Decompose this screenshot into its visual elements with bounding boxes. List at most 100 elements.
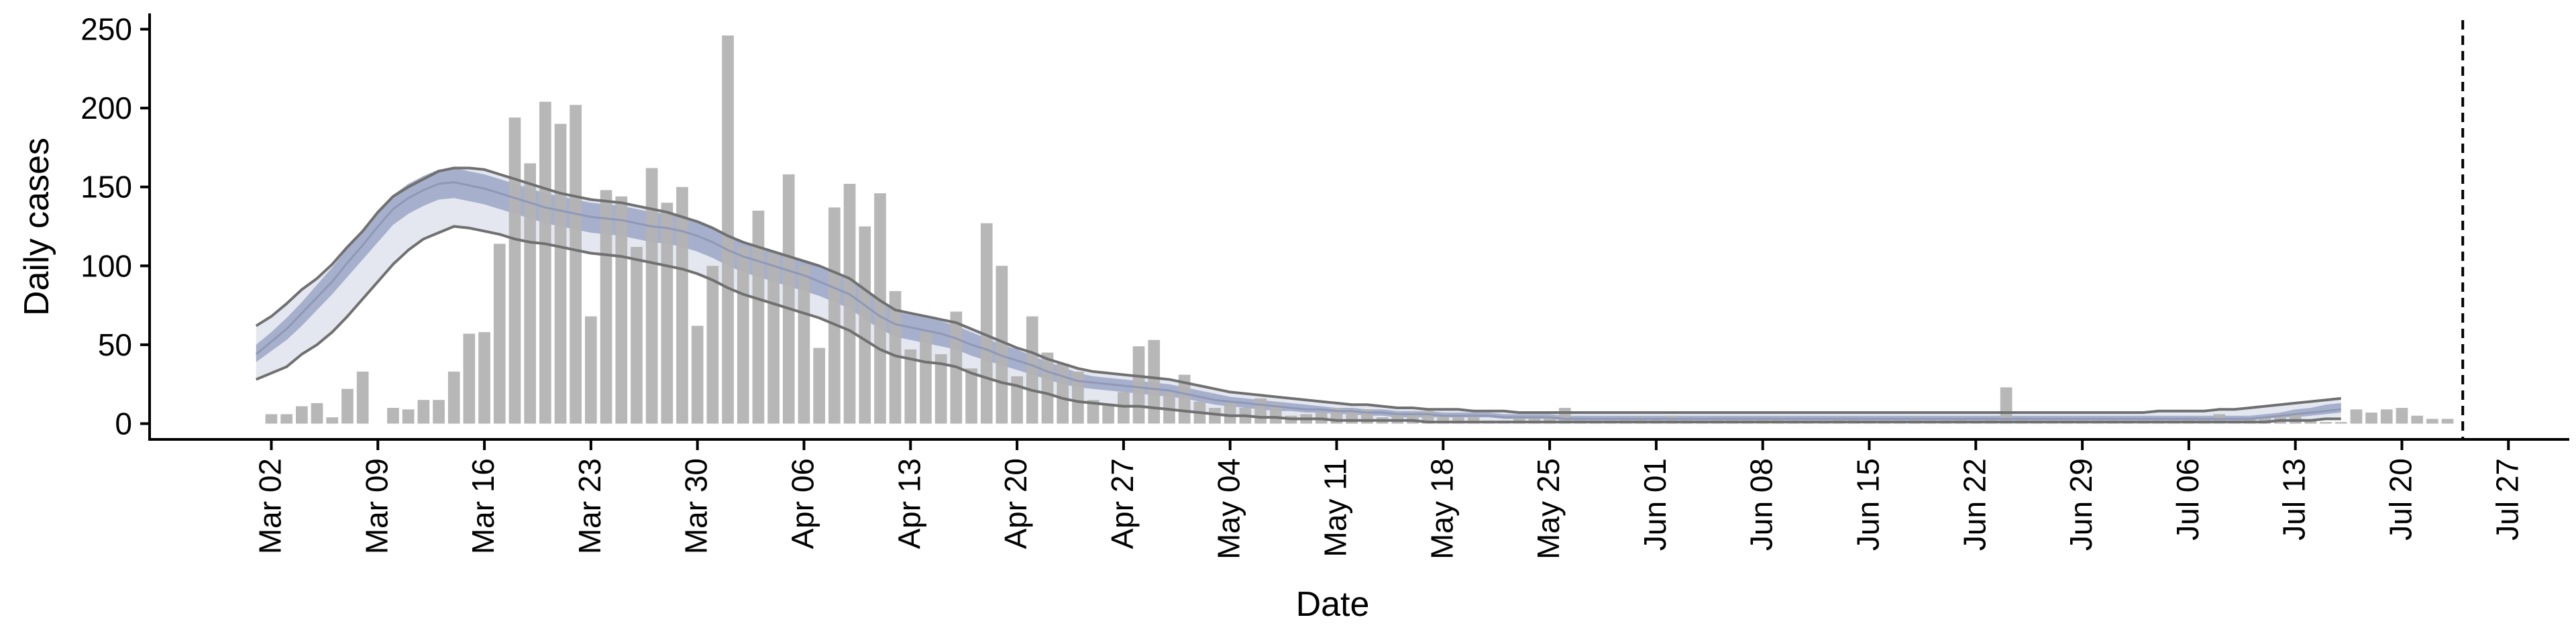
y-tick-label: 0 [115,406,132,441]
x-tick-label: Mar 09 [359,458,394,554]
x-tick-label: Mar 16 [466,458,500,554]
bar [752,211,765,424]
x-tick-label: Jun 29 [2063,458,2098,551]
x-tick-label: Mar 02 [252,458,287,554]
bar [813,347,825,424]
bar [828,207,841,424]
bar [554,123,567,424]
bar [1513,417,1525,424]
bar [478,332,490,424]
bar [296,406,308,424]
x-tick-label: Jun 22 [1957,458,1992,551]
bar [2334,422,2347,424]
bar [1772,417,1784,424]
bar [1452,417,1464,424]
bar [965,368,977,424]
forecast-inner-band [256,168,2341,421]
x-axis-title: Date [1296,585,1370,624]
x-tick-label: Jun 08 [1744,458,1779,551]
bar [2320,422,2332,424]
bar [2441,419,2454,424]
bar [2426,419,2438,424]
x-tick-label: May 11 [1318,458,1352,557]
x-tick-label: Jul 06 [2170,458,2205,541]
x-tick-label: May 25 [1531,458,1566,559]
bar [387,408,399,424]
bar [493,244,506,424]
bar [782,174,795,424]
ticks: 0 50 100 150 200 250 Mar 02 Mar 09 Mar 16 Mar 23 M… [80,12,2524,559]
bar [1209,408,1221,424]
bar [2411,415,2423,424]
bar [2259,417,2271,424]
bar [1909,417,1921,424]
bar [600,190,612,424]
forecast-median-line [255,181,2341,420]
bar [280,414,292,424]
bar [1118,392,1130,424]
forecast-lower-line [256,225,2341,424]
bar [539,101,551,424]
bar [1544,415,1556,424]
bar [980,223,993,424]
bar [1041,352,1054,424]
bar [661,203,674,424]
bar [874,193,886,424]
x-tick-label: Jun 15 [1850,458,1885,551]
forecast-upper-line [255,166,2341,414]
bar [691,325,704,424]
bar [843,184,856,424]
bar [433,400,445,424]
bar [463,333,476,424]
bar [356,371,369,424]
x-tick-label: Jun 01 [1638,458,1672,551]
bar [1057,364,1069,424]
x-tick-label: Apr 06 [785,458,820,549]
bar [417,400,430,424]
bar [2365,413,2377,424]
bar [2198,417,2210,424]
bar [2350,409,2363,424]
bar [1087,400,1099,424]
plot-area [255,20,2465,439]
y-tick-label: 150 [80,170,132,205]
bar [1528,417,1541,424]
bar [676,186,688,424]
axes [148,13,2569,441]
bar [798,266,810,424]
bar [447,371,460,424]
bar [341,388,354,424]
bar [631,247,643,424]
bar [645,168,658,424]
y-tick-label: 100 [80,248,132,283]
x-tick-label: Mar 23 [572,458,607,554]
bar [615,196,628,424]
x-tick-label: Jul 27 [2489,458,2524,541]
bar [585,316,597,424]
bar [1148,339,1161,424]
bar [722,35,734,424]
bar [2396,408,2408,424]
x-tick-label: Jul 20 [2383,458,2418,541]
bar [524,163,536,424]
bar [311,402,323,424]
bar [1102,405,1114,424]
bar [402,409,415,424]
bar [1163,392,1175,424]
bar [1132,346,1145,424]
bar [1254,398,1267,424]
bar [2304,420,2317,424]
bar [508,117,521,424]
bar [1224,402,1236,424]
bar [265,414,278,424]
x-tick-label: Apr 27 [1105,458,1140,549]
bar [326,417,339,424]
bar [737,247,749,424]
bar [767,253,780,424]
y-tick-label: 250 [80,12,132,47]
y-axis-title: Daily cases [17,138,56,316]
x-tick-label: May 04 [1212,458,1246,559]
y-tick-label: 50 [98,327,132,362]
x-tick-label: Apr 13 [892,458,926,549]
